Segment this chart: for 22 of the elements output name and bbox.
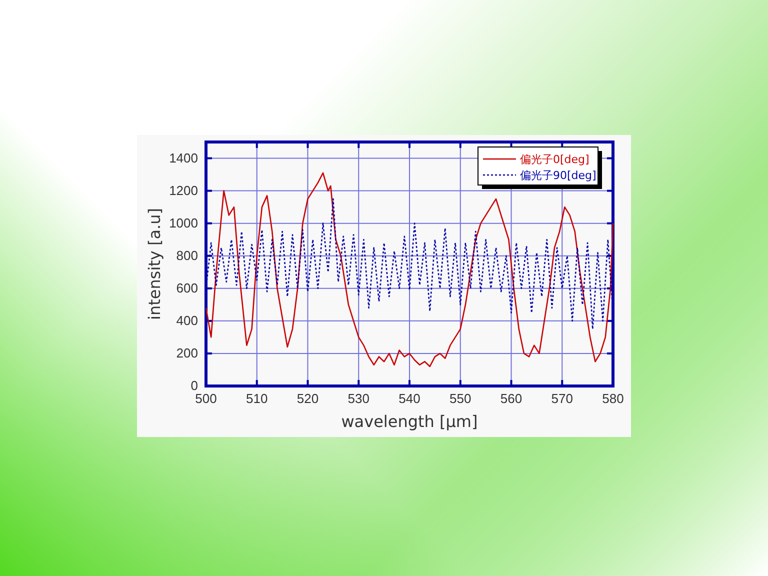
x-tick-label: 510 <box>246 391 268 406</box>
y-tick-label: 200 <box>176 346 198 361</box>
y-axis-title: intensity [a.u] <box>145 208 164 320</box>
y-tick-label: 1400 <box>169 150 198 166</box>
legend-label: 偏光子0[deg] <box>520 153 590 166</box>
x-tick-label: 530 <box>348 391 370 406</box>
x-tick-label: 560 <box>500 391 522 406</box>
y-tick-label: 600 <box>176 280 198 296</box>
legend-label: 偏光子90[deg] <box>520 169 596 182</box>
x-tick-label: 580 <box>602 391 624 406</box>
x-tick-label: 520 <box>296 391 319 406</box>
line-series <box>205 172 614 368</box>
y-tick-label: 1200 <box>169 182 198 198</box>
x-tick-label: 540 <box>398 391 420 406</box>
x-tick-label: 570 <box>551 391 573 406</box>
y-tick-label: 800 <box>176 248 198 264</box>
y-tick-label: 400 <box>176 313 198 328</box>
x-axis-title: wavelength [μm] <box>341 412 478 431</box>
x-tick-label: 550 <box>450 391 472 406</box>
y-tick-label: 1000 <box>169 215 198 230</box>
y-tick-label: 0 <box>190 378 198 394</box>
x-tick-label: 500 <box>195 391 217 406</box>
